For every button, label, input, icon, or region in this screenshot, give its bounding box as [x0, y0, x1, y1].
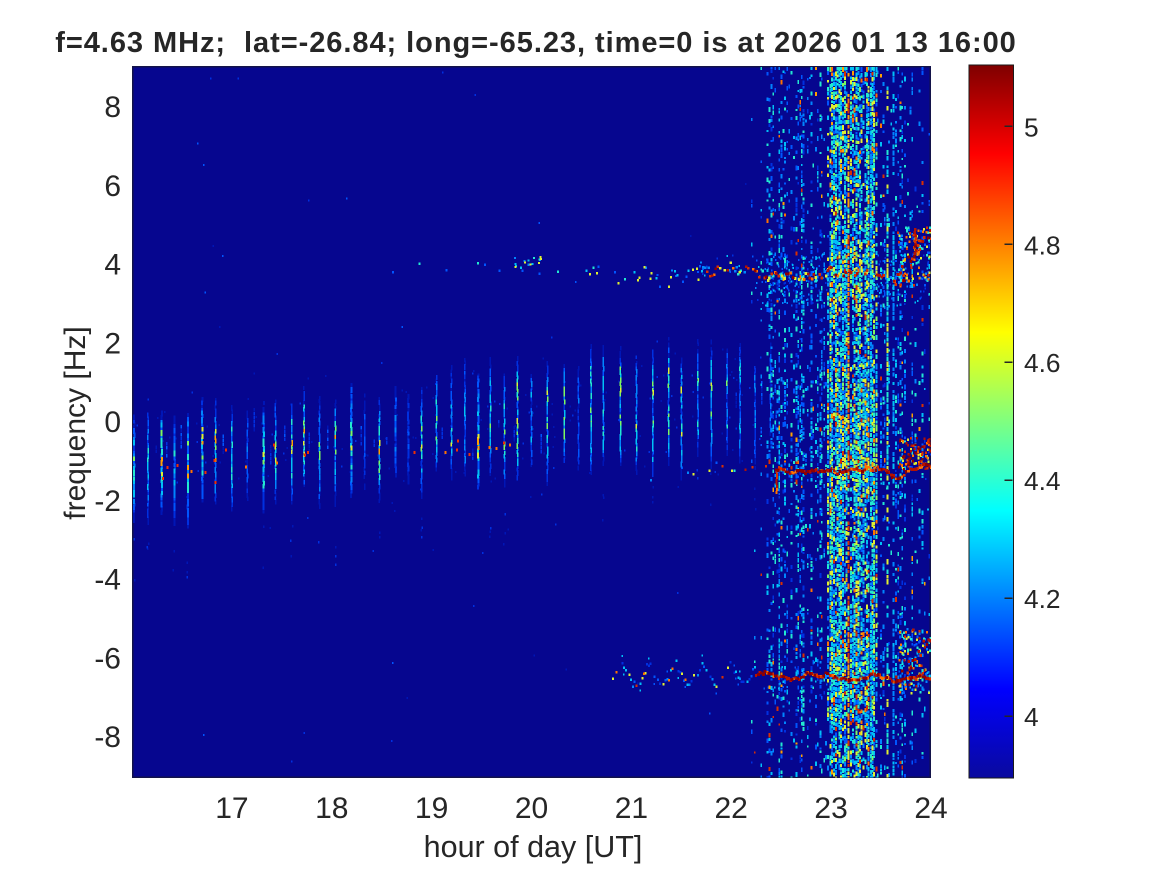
svg-text:-6: -6: [94, 642, 121, 675]
svg-text:4.8: 4.8: [1024, 230, 1061, 260]
svg-text:4.4: 4.4: [1024, 466, 1061, 496]
svg-text:18: 18: [315, 792, 348, 825]
svg-text:4.2: 4.2: [1024, 584, 1061, 614]
svg-text:8: 8: [104, 91, 121, 124]
svg-text:frequency [Hz]: frequency [Hz]: [59, 326, 92, 519]
svg-text:6: 6: [104, 170, 121, 203]
svg-text:4: 4: [1024, 702, 1039, 732]
svg-text:22: 22: [715, 792, 748, 825]
svg-text:f=4.63 MHz; lat=-26.84; long=: f=4.63 MHz; lat=-26.84; long=-65.23, tim…: [55, 27, 1017, 59]
svg-text:17: 17: [215, 792, 248, 825]
svg-text:0: 0: [104, 406, 121, 439]
svg-text:23: 23: [814, 792, 847, 825]
svg-text:19: 19: [415, 792, 448, 825]
svg-text:2: 2: [104, 328, 121, 361]
svg-text:4.6: 4.6: [1024, 348, 1061, 378]
svg-text:24: 24: [914, 792, 947, 825]
svg-text:-8: -8: [94, 721, 121, 754]
svg-text:20: 20: [515, 792, 548, 825]
svg-text:5: 5: [1024, 112, 1039, 142]
svg-text:4: 4: [104, 249, 121, 282]
svg-text:-4: -4: [94, 564, 121, 597]
svg-text:21: 21: [615, 792, 648, 825]
svg-text:-2: -2: [94, 485, 121, 518]
svg-text:hour of day [UT]: hour of day [UT]: [424, 830, 643, 864]
